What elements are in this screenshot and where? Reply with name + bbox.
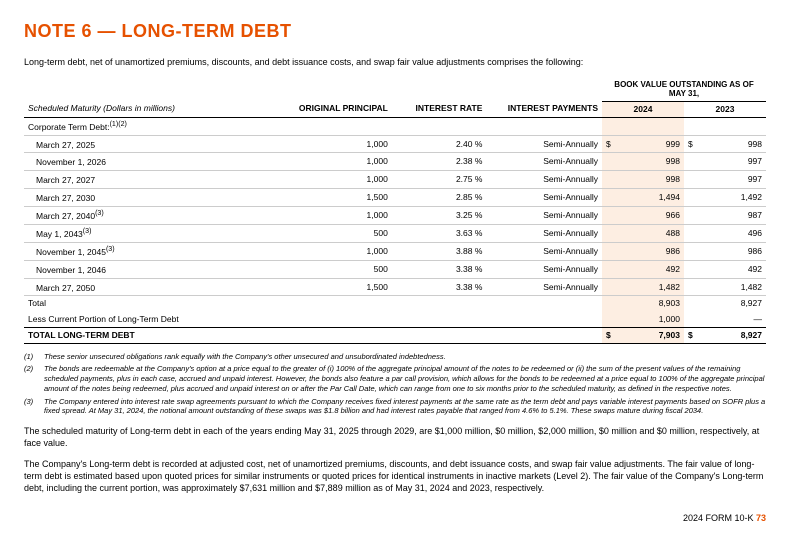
principal-cell: 1,000 [276,242,392,260]
rate-cell: 2.75 % [392,171,487,189]
total-2023: $8,927 [684,327,766,343]
v2023-cell: $998 [684,135,766,153]
v2023-cell: 496 [684,224,766,242]
subtotal-2024: 8,903 [602,296,684,312]
v2023-cell: 1,492 [684,189,766,207]
footnote-num: (2) [24,364,44,393]
table-row: May 1, 2043(3)5003.63 %Semi-Annually4884… [24,224,766,242]
paragraph-1: The scheduled maturity of Long-term debt… [24,426,766,449]
payments-cell: Semi-Annually [486,189,602,207]
col-2023: 2023 [684,101,766,117]
v2024-cell: 1,482 [602,278,684,296]
footnote-num: (1) [24,352,44,362]
table-row: March 27, 20501,5003.38 %Semi-Annually1,… [24,278,766,296]
footer-page: 73 [756,513,766,523]
v2023-cell: 997 [684,171,766,189]
col-principal: ORIGINAL PRINCIPAL [276,101,392,117]
rate-cell: 2.85 % [392,189,487,207]
subtotal-label: Total [24,296,276,312]
table-row: November 1, 2045(3)1,0003.88 %Semi-Annua… [24,242,766,260]
v2024-cell: 1,494 [602,189,684,207]
principal-cell: 500 [276,260,392,278]
maturity-cell: March 27, 2040(3) [24,207,276,225]
note-title: NOTE 6 — LONG-TERM DEBT [24,20,766,43]
payments-cell: Semi-Annually [486,260,602,278]
rate-cell: 3.63 % [392,224,487,242]
maturity-cell: March 27, 2050 [24,278,276,296]
footnote-text: These senior unsecured obligations rank … [44,352,446,362]
footnote-text: The Company entered into interest rate s… [44,397,766,417]
maturity-cell: March 27, 2025 [24,135,276,153]
col-rate: INTEREST RATE [392,101,487,117]
rate-cell: 3.88 % [392,242,487,260]
table-row: March 27, 20271,0002.75 %Semi-Annually99… [24,171,766,189]
v2024-cell: 488 [602,224,684,242]
v2023-cell: 492 [684,260,766,278]
table-row: November 1, 20465003.38 %Semi-Annually49… [24,260,766,278]
footnote: (2)The bonds are redeemable at the Compa… [24,364,766,393]
payments-cell: Semi-Annually [486,278,602,296]
rate-cell: 3.38 % [392,260,487,278]
footnote-text: The bonds are redeemable at the Company'… [44,364,766,393]
v2024-cell: 998 [602,171,684,189]
table-row: March 27, 20301,5002.85 %Semi-Annually1,… [24,189,766,207]
payments-cell: Semi-Annually [486,171,602,189]
principal-cell: 1,500 [276,278,392,296]
page-footer: 2024 FORM 10-K 73 [24,513,766,525]
principal-cell: 1,000 [276,207,392,225]
less-label: Less Current Portion of Long-Term Debt [24,312,276,328]
paragraph-2: The Company's Long-term debt is recorded… [24,459,766,494]
principal-cell: 1,000 [276,135,392,153]
rate-cell: 2.40 % [392,135,487,153]
payments-cell: Semi-Annually [486,242,602,260]
maturity-cell: November 1, 2026 [24,153,276,171]
book-value-header: BOOK VALUE OUTSTANDING AS OF MAY 31, [602,79,766,101]
col-payments: INTEREST PAYMENTS [486,101,602,117]
v2023-cell: 987 [684,207,766,225]
payments-cell: Semi-Annually [486,207,602,225]
v2023-cell: 997 [684,153,766,171]
footnote: (3)The Company entered into interest rat… [24,397,766,417]
payments-cell: Semi-Annually [486,153,602,171]
total-2024: $7,903 [602,327,684,343]
col-2024: 2024 [602,101,684,117]
rate-cell: 3.25 % [392,207,487,225]
footnote: (1)These senior unsecured obligations ra… [24,352,766,362]
principal-cell: 1,500 [276,189,392,207]
footnote-num: (3) [24,397,44,417]
less-2024: 1,000 [602,312,684,328]
maturity-cell: March 27, 2027 [24,171,276,189]
subtotal-2023: 8,927 [684,296,766,312]
principal-cell: 500 [276,224,392,242]
footer-label: 2024 FORM 10-K [683,513,754,523]
maturity-cell: March 27, 2030 [24,189,276,207]
debt-table: BOOK VALUE OUTSTANDING AS OF MAY 31, Sch… [24,79,766,344]
less-2023: — [684,312,766,328]
v2024-cell: 966 [602,207,684,225]
table-row: March 27, 20251,0002.40 %Semi-Annually$9… [24,135,766,153]
principal-cell: 1,000 [276,153,392,171]
v2024-cell: $999 [602,135,684,153]
v2024-cell: 986 [602,242,684,260]
maturity-cell: May 1, 2043(3) [24,224,276,242]
footnotes: (1)These senior unsecured obligations ra… [24,352,766,417]
table-row: November 1, 20261,0002.38 %Semi-Annually… [24,153,766,171]
col-maturity: Scheduled Maturity (Dollars in millions) [24,101,276,117]
total-label: TOTAL LONG-TERM DEBT [24,327,276,343]
maturity-cell: November 1, 2045(3) [24,242,276,260]
rate-cell: 2.38 % [392,153,487,171]
v2023-cell: 986 [684,242,766,260]
maturity-cell: November 1, 2046 [24,260,276,278]
v2024-cell: 492 [602,260,684,278]
table-row: March 27, 2040(3)1,0003.25 %Semi-Annuall… [24,207,766,225]
rate-cell: 3.38 % [392,278,487,296]
v2024-cell: 998 [602,153,684,171]
section-label: Corporate Term Debt:(1)(2) [24,117,276,135]
payments-cell: Semi-Annually [486,135,602,153]
intro-text: Long-term debt, net of unamortized premi… [24,57,766,69]
principal-cell: 1,000 [276,171,392,189]
v2023-cell: 1,482 [684,278,766,296]
payments-cell: Semi-Annually [486,224,602,242]
